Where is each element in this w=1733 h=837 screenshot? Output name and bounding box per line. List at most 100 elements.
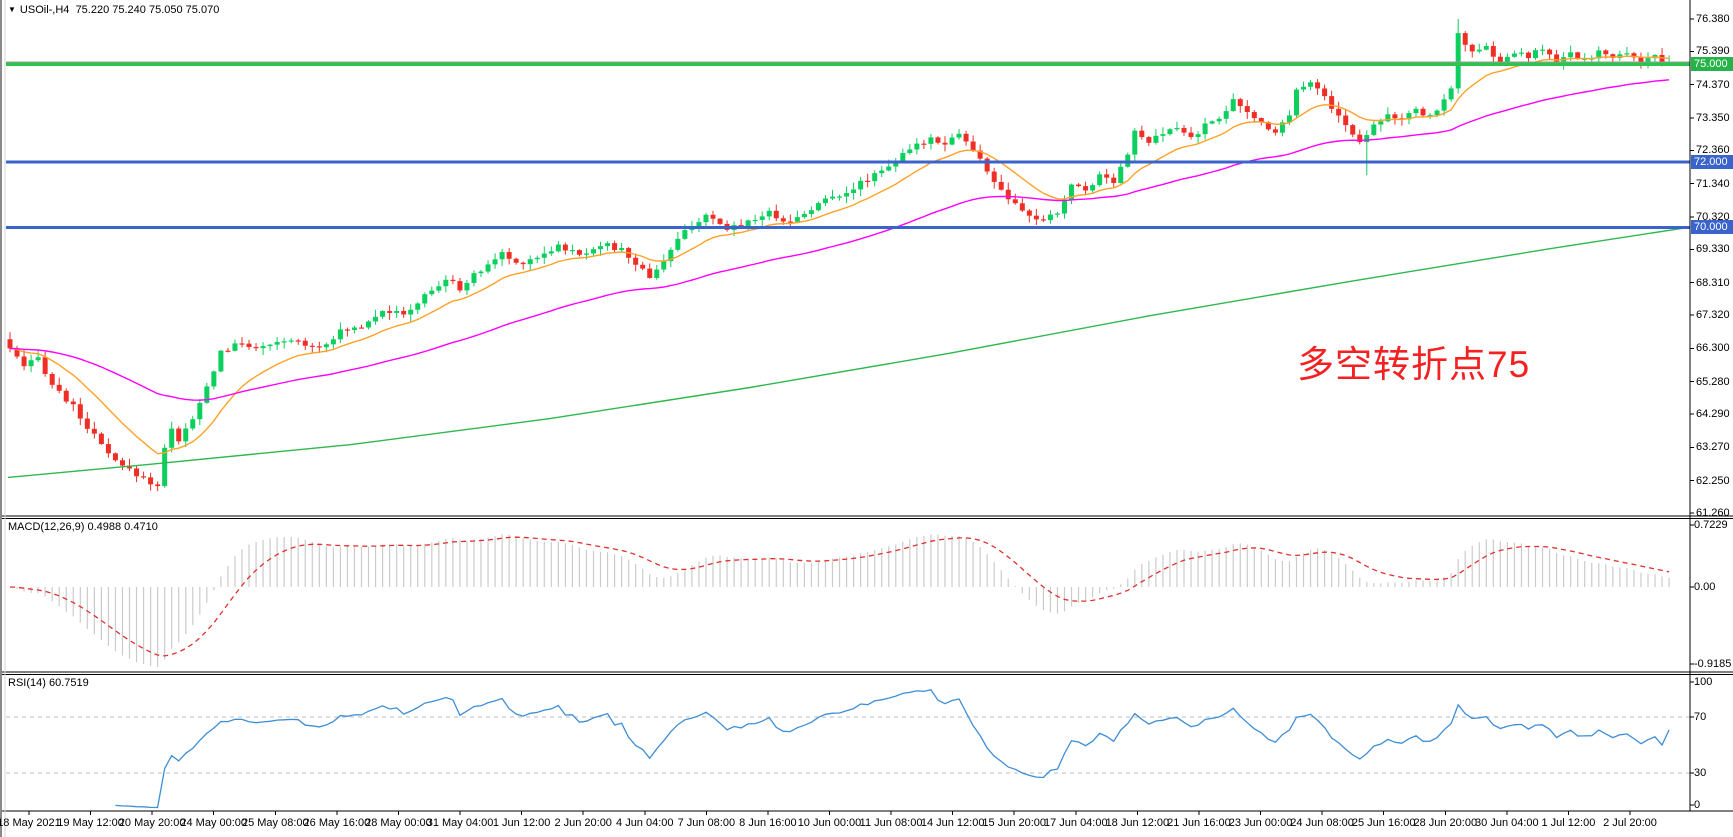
candle-body [1504, 56, 1510, 62]
candle-body [1293, 89, 1299, 116]
chart-annotation-text: 多空转折点75 [1297, 344, 1531, 385]
time-axis-label: 30 Jun 04:00 [1475, 817, 1539, 829]
candle-body [119, 460, 125, 466]
candle-body [1076, 184, 1082, 187]
candle-body [141, 476, 147, 478]
candle-body [1223, 111, 1229, 119]
candle-body [408, 309, 414, 315]
time-axis-label: 2 Jul 20:00 [1603, 817, 1657, 829]
candle-body [949, 137, 955, 145]
candle-body [752, 219, 758, 222]
candle-body [1258, 118, 1264, 123]
candle-body [183, 428, 189, 442]
candle-body [1329, 96, 1335, 109]
candle-body [668, 249, 674, 262]
candle-body [830, 196, 836, 199]
candle-body [1476, 49, 1482, 52]
candle-body [1364, 135, 1370, 143]
candle-body [260, 346, 266, 349]
candle-body [1596, 50, 1602, 59]
candle-body [1603, 50, 1609, 55]
ma-mid-line [9, 79, 1670, 401]
price-axis-label: 63.270 [1696, 441, 1730, 454]
candle-body [865, 180, 871, 182]
candle-body [1533, 50, 1539, 59]
candle-body [316, 346, 322, 348]
candle-body [1005, 189, 1011, 200]
candle-body [858, 180, 864, 190]
candle-body [970, 141, 976, 151]
candle-body [1040, 219, 1046, 221]
candle-body [232, 343, 238, 351]
ohlc-values: 75.220 75.240 75.050 75.070 [75, 4, 220, 16]
candle-body [478, 271, 484, 274]
candle-body [1244, 106, 1250, 113]
rsi-axis-label: 30 [1694, 767, 1707, 779]
candle-body [1272, 129, 1278, 133]
candle-body [422, 294, 428, 304]
candle-body [1343, 115, 1349, 126]
candle-body [14, 348, 20, 357]
candle-body [900, 153, 906, 162]
candle-body [935, 137, 941, 143]
macd-signal-line [9, 536, 1670, 657]
candle-body [21, 356, 27, 367]
candle-body [1638, 57, 1644, 63]
price-axis-label: 65.280 [1696, 375, 1730, 388]
time-axis-label: 4 Jun 04:00 [616, 817, 674, 829]
time-axis-label: 18 May 2021 [0, 817, 61, 829]
candle-body [211, 371, 217, 387]
candle-body [1378, 121, 1384, 125]
candle-body [619, 248, 625, 250]
candle-body [1406, 113, 1412, 120]
candle-body [1350, 125, 1356, 135]
candle-body [1497, 56, 1503, 62]
candle-body [1575, 52, 1581, 59]
candle-body [808, 210, 814, 214]
candle-body [1413, 108, 1419, 114]
candle-body [1322, 88, 1328, 97]
time-axis-label: 28 Jun 20:00 [1413, 817, 1478, 829]
candle-body [696, 222, 702, 227]
candle-body [49, 373, 55, 385]
candle-body [1097, 174, 1103, 186]
candle-body [513, 258, 519, 263]
candle-body [1554, 54, 1560, 65]
time-axis-label: 2 Jun 20:00 [554, 817, 612, 829]
candle-body [654, 269, 660, 278]
candle-body [541, 253, 547, 258]
candle-body [598, 246, 604, 250]
candle-body [105, 444, 111, 454]
time-axis-label: 23 Jun 00:00 [1228, 817, 1293, 829]
candle-body [1624, 53, 1630, 55]
candle-body [436, 286, 442, 291]
candle-body [56, 384, 62, 391]
candle-body [787, 221, 793, 223]
candle-body [288, 340, 294, 342]
candle-body [1357, 134, 1363, 143]
candle-body [1547, 49, 1553, 55]
candle-body [921, 143, 927, 145]
candle-body [7, 339, 13, 349]
macd-axis-label: 0.00 [1694, 581, 1716, 593]
time-axis-label: 28 May 00:00 [365, 817, 432, 829]
candle-body [738, 225, 744, 227]
symbol-period-label: USOil-,H4 [19, 4, 70, 16]
candle-body [351, 327, 357, 330]
candle-body [42, 357, 48, 374]
symbol-dropdown-icon[interactable]: ▼ [8, 5, 16, 14]
time-axis-label: 7 Jun 08:00 [677, 817, 736, 829]
candle-body [815, 203, 821, 211]
time-axis-label: 21 Jun 16:00 [1167, 817, 1231, 829]
time-axis-label: 17 Jun 04:00 [1043, 817, 1108, 829]
candle-body [1104, 174, 1110, 178]
candle-body [127, 465, 133, 469]
candle-body [633, 257, 639, 265]
rsi-axis-label: 100 [1694, 676, 1713, 688]
price-axis-label: 66.300 [1696, 342, 1730, 355]
time-axis-label: 11 Jun 08:00 [859, 817, 923, 829]
candle-body [162, 447, 168, 487]
candle-body [246, 343, 252, 348]
candle-body [35, 357, 41, 361]
